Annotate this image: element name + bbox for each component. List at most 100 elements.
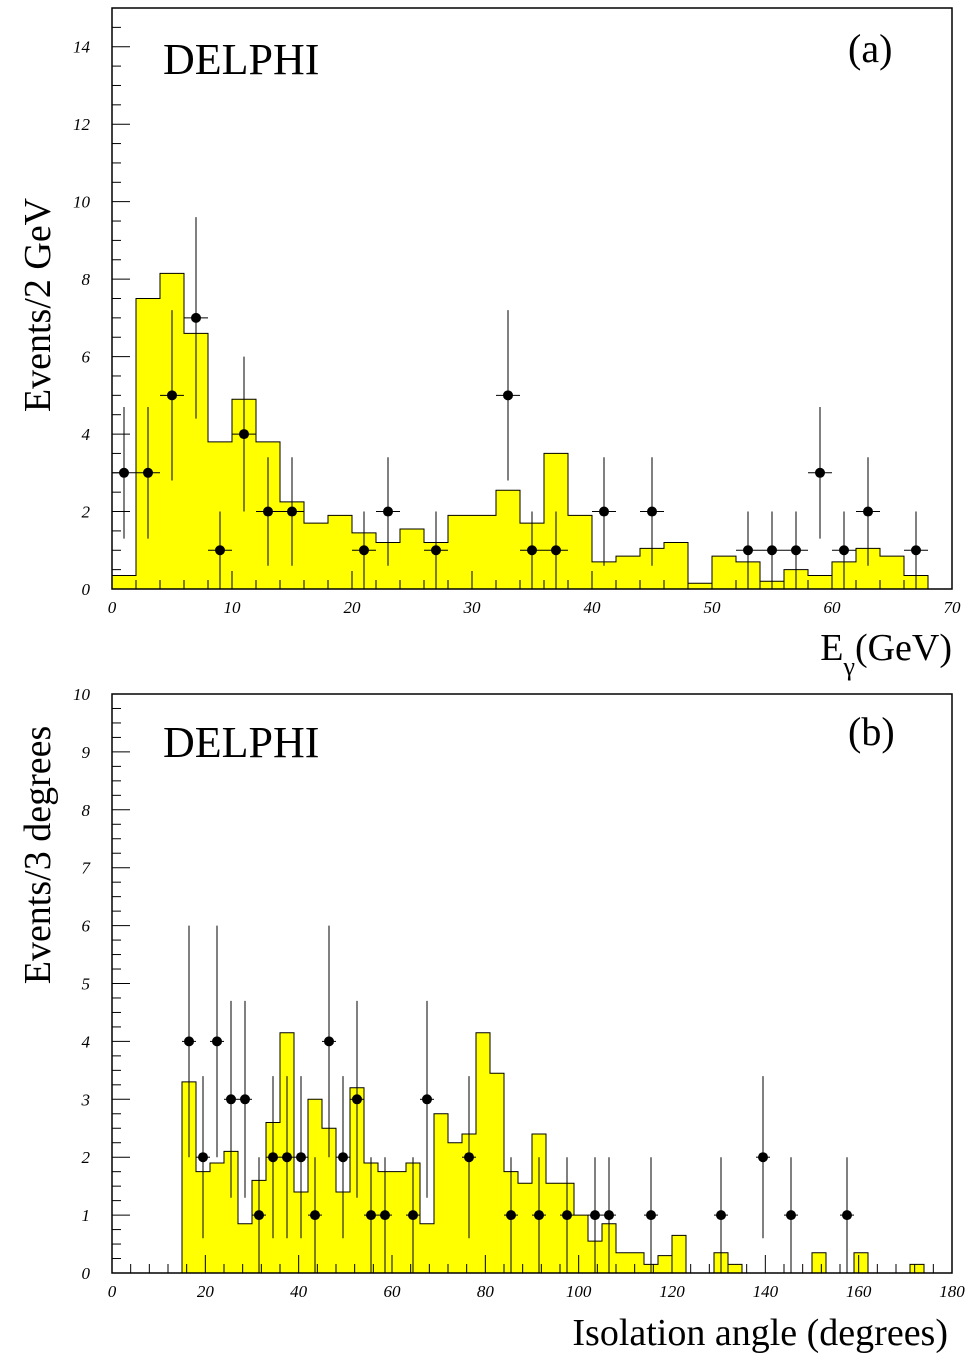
panel-b-data-point [842,1210,852,1221]
panel-a-x-tick-label: 70 [944,598,962,617]
panel-b-y-tick-label: 1 [82,1206,91,1225]
panel-b-data-point [408,1210,418,1221]
panel-b-hist-bin [434,1113,448,1273]
panel-a-x-tick-label: 60 [824,598,842,617]
panel-a-hist-bin [304,523,328,589]
panel-b-y-tick-label: 10 [73,685,91,704]
panel-a-x-tick-label: 20 [344,598,362,617]
panel-b-hist-bin [420,1223,434,1273]
panel-b-y-tick-label: 5 [82,975,91,994]
panel-b-label: (b) [848,709,895,754]
panel-a-data-point [263,506,273,517]
panel-a-data-point [791,545,801,556]
panel-b-data-point [268,1152,278,1163]
panel-b-hist-bin [518,1183,532,1273]
panel-b-x-tick-label: 60 [384,1282,402,1301]
panel-b-x-tick-label: 20 [197,1282,215,1301]
panel-a-data-point [359,545,369,556]
panel-b-hist-bin [490,1073,504,1273]
panel-a-y-tick-label: 2 [82,503,91,522]
panel-b-x-tick-label: 40 [290,1282,308,1301]
panel-b-data-point [240,1094,250,1105]
panel-b-data-point [716,1210,726,1221]
panel-a-y-tick-label: 14 [73,38,91,57]
panel-b-hist-bin [546,1183,560,1273]
panel-a-y-tick-label: 12 [73,115,91,134]
panel-a-x-axis-title-sub: γ [842,652,855,681]
panel-a-hist-bin [712,556,736,589]
panel-b-data-point [338,1152,348,1163]
panel-a-x-tick-label: 50 [704,598,722,617]
panel-a-plot: 0 2 4 6 8 10 12 14 0 10 20 30 40 50 60 70 DELPHI (a) Ev… [17,7,962,681]
panel-a-x-axis-title-main: E [820,627,843,669]
panel-b-data-point [296,1152,306,1163]
panel-a-x-tick-label: 30 [463,598,482,617]
panel-a-data-point [599,506,609,517]
panel-b-hist-bin [476,1032,490,1273]
panel-b-hist-bin [658,1255,672,1273]
panel-a-x-axis-title: Eγ(GeV) [820,627,952,681]
panel-b-hist-bin [322,1128,336,1273]
panel-a-x-tick-label: 10 [224,598,242,617]
panel-b-data-point [310,1210,320,1221]
panel-a-y-tick-label: 10 [73,193,91,212]
panel-b-data-points [182,925,854,1273]
panel-a-hist-bin [448,515,472,589]
panel-b-hist-bin [392,1171,406,1273]
panel-a-hist-bin [400,528,424,589]
panel-b-x-tick-label: 100 [566,1282,592,1301]
panel-a-hist-bin [592,561,616,589]
panel-a-experiment-label: DELPHI [163,35,319,84]
panel-a-x-axis-title-rest: (GeV) [855,627,952,669]
panel-b-x-tick-label: 0 [108,1282,117,1301]
panel-a-hist-bin [880,556,904,589]
panel-a-data-points [112,217,928,589]
panel-a-data-point [767,545,777,556]
panel-a-hist-bin [112,575,136,589]
panel-b-x-tick-label: 120 [659,1282,685,1301]
panel-b-hist-bin [448,1142,462,1273]
panel-a-data-point [119,467,129,478]
panel-b-x-tick-label: 80 [477,1282,495,1301]
panel-a-hist-bin [328,515,352,589]
panel-b-x-tick-label: 180 [939,1282,965,1301]
panel-a-x-tick-label: 0 [108,598,117,617]
panel-b-data-point [604,1210,614,1221]
panel-a-hist-bin [496,490,520,589]
panel-a-data-point [863,506,873,517]
panel-a-data-point [143,467,153,478]
panel-a-data-point [239,429,249,440]
panel-b-hist-bin [728,1264,742,1273]
panel-a-data-point [815,467,825,478]
panel-a-data-point [503,390,513,401]
panel-b-data-point [254,1210,264,1221]
panel-b-data-point [352,1094,362,1105]
panel-a-data-point [911,545,921,556]
panel-a-data-point [215,545,225,556]
panel-b-experiment-label: DELPHI [163,718,319,767]
panel-b-hist-bin [910,1264,924,1273]
panel-a-data-point [647,506,657,517]
panel-b-y-tick-label: 4 [82,1032,91,1051]
panel-a-data-point [287,506,297,517]
panel-a-data-point [167,390,177,401]
panel-a-data-point [527,545,537,556]
panel-b-hist-bin [812,1252,826,1273]
panel-b-data-point [646,1210,656,1221]
panel-b-y-tick-label: 8 [82,801,91,820]
panel-a-hist-bin [472,515,496,589]
panel-b-hist-bin [672,1235,686,1273]
panel-b-data-point [282,1152,292,1163]
panel-b-hist-bin [182,1081,196,1273]
panel-b-x-axis-title: Isolation angle (degrees) [572,1312,948,1354]
panel-b-y-tick-label: 6 [82,917,91,936]
panel-b-hist-bin [630,1252,644,1273]
panel-b-x-tick-label: 140 [753,1282,779,1301]
panel-a-hist-outline [111,272,929,589]
panel-a-data-point [383,506,393,517]
panel-b-y-tick-label: 0 [82,1264,91,1283]
panel-b-y-tick-label: 9 [82,743,91,762]
panel-b-hist-bin [210,1162,224,1273]
